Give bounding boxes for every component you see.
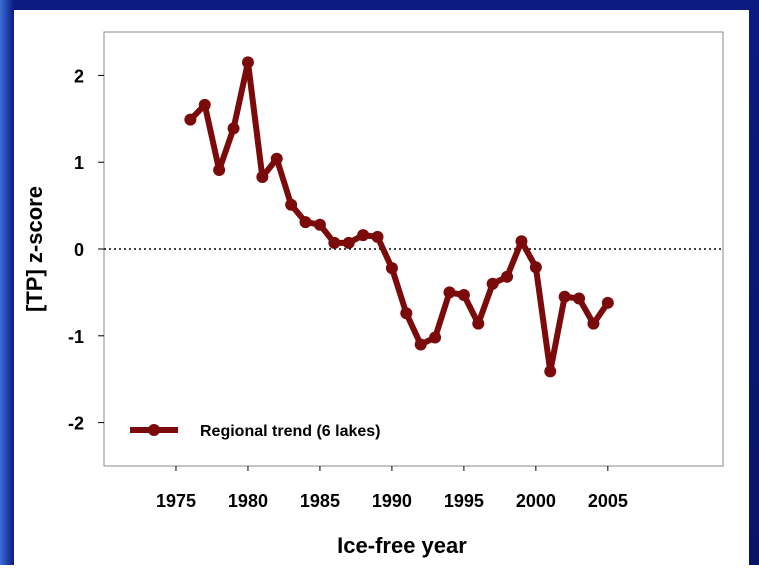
data-point [328, 236, 341, 249]
data-point [299, 216, 312, 229]
legend-label: Regional trend (6 lakes) [200, 423, 381, 440]
data-point [515, 235, 528, 248]
data-point [198, 98, 211, 111]
data-point [371, 230, 384, 243]
data-point [601, 296, 614, 309]
y-tick-label: -1 [68, 327, 84, 347]
data-point [400, 307, 413, 320]
data-point [429, 331, 442, 344]
x-tick-label: 1995 [444, 491, 484, 511]
x-tick-label: 2000 [516, 491, 556, 511]
x-tick-label: 1985 [300, 491, 340, 511]
data-point [256, 170, 269, 183]
data-point [558, 290, 571, 303]
y-tick-label: 0 [74, 240, 84, 260]
data-point [241, 56, 254, 69]
data-point [486, 277, 499, 290]
data-point [385, 262, 398, 275]
x-axis-label: Ice-free year [337, 533, 467, 558]
data-point [227, 122, 240, 135]
legend-marker [148, 424, 160, 436]
series-line [188, 59, 611, 375]
data-point [184, 113, 197, 126]
y-tick-label: -2 [68, 414, 84, 434]
data-point [529, 261, 542, 274]
data-point [544, 365, 557, 378]
data-point [357, 229, 370, 242]
data-point [414, 338, 427, 351]
y-tick-label: 2 [74, 66, 84, 86]
data-point [270, 152, 283, 165]
y-tick-label: 1 [74, 153, 84, 173]
data-point [457, 289, 470, 302]
data-point [472, 317, 485, 330]
data-point [313, 218, 326, 231]
x-tick-label: 1975 [156, 491, 196, 511]
data-point [443, 286, 456, 299]
x-tick-label: 2005 [588, 491, 628, 511]
x-tick-label: 1980 [228, 491, 268, 511]
y-axis-label: [TP] z-score [22, 186, 47, 312]
data-point [285, 198, 298, 211]
data-point [573, 292, 586, 305]
data-point [587, 317, 600, 330]
data-point [213, 164, 226, 177]
data-point [501, 270, 514, 283]
x-tick-label: 1990 [372, 491, 412, 511]
side-band [0, 0, 14, 565]
data-point [342, 236, 355, 249]
